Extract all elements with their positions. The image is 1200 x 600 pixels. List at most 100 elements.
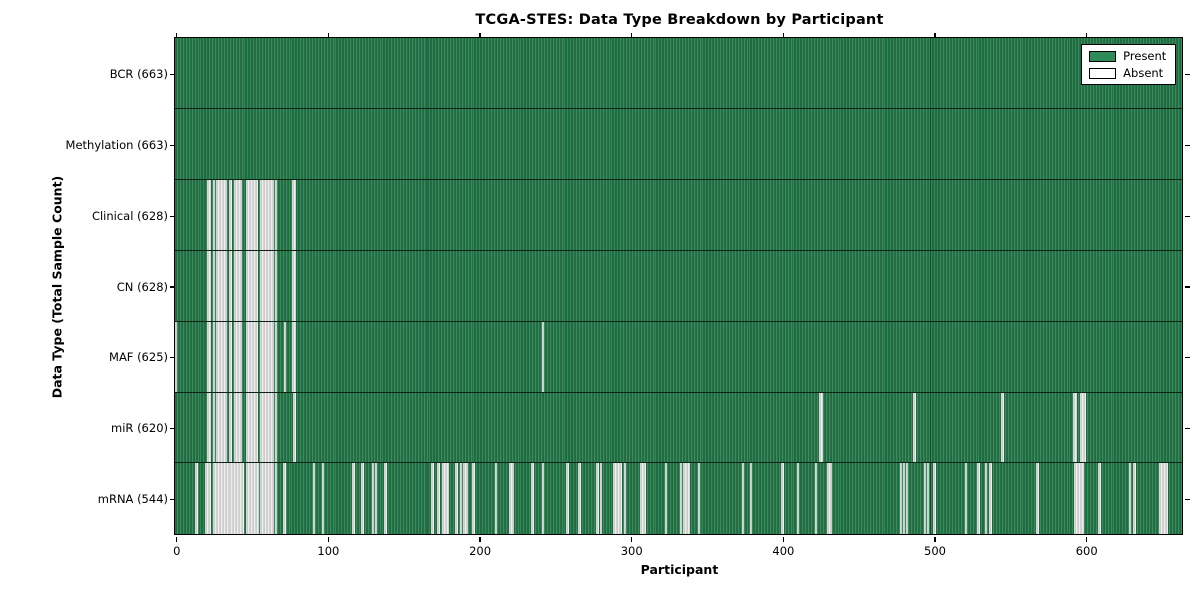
y-tick-label-methylation: Methylation (663) xyxy=(65,137,168,152)
absent-stripe xyxy=(1133,463,1136,535)
absent-stripe xyxy=(984,463,988,535)
absent-stripe xyxy=(212,392,216,463)
absent-stripe xyxy=(234,180,243,250)
y-tick-left xyxy=(169,286,175,288)
absent-stripe xyxy=(619,463,622,535)
plot-area: Present Absent xyxy=(174,37,1184,536)
row-mrna xyxy=(175,463,1183,535)
legend-label-present: Present xyxy=(1123,49,1167,64)
x-tick-top xyxy=(176,32,178,38)
x-tick-bottom xyxy=(176,536,178,542)
absent-stripe xyxy=(246,321,258,392)
absent-stripe xyxy=(246,463,260,535)
absent-stripe xyxy=(259,463,275,535)
absent-stripe xyxy=(531,463,534,535)
absent-stripe xyxy=(819,392,824,463)
absent-stripe xyxy=(361,463,364,535)
absent-stripe xyxy=(437,463,440,535)
absent-stripe xyxy=(1098,463,1101,535)
absent-stripe xyxy=(291,250,296,321)
x-tick-label-600: 600 xyxy=(1075,544,1098,558)
x-tick-bottom xyxy=(934,536,936,542)
x-tick-bottom xyxy=(1086,536,1088,542)
absent-stripe xyxy=(742,463,745,535)
row-maf xyxy=(175,321,1183,393)
row-cn xyxy=(175,250,1183,322)
absent-stripe xyxy=(508,463,514,535)
y-tick-left xyxy=(169,144,175,146)
chart-title: TCGA-STES: Data Type Breakdown by Partic… xyxy=(475,12,884,28)
row-methylation xyxy=(175,109,1183,180)
absent-stripe xyxy=(989,463,992,535)
absent-stripe xyxy=(375,463,378,535)
absent-stripe xyxy=(284,321,287,392)
absent-stripe xyxy=(229,321,232,392)
x-tick-label-100: 100 xyxy=(317,544,340,558)
absent-stripe xyxy=(215,250,228,321)
absent-stripe xyxy=(578,463,581,535)
absent-stripe xyxy=(749,463,753,535)
absent-stripe xyxy=(455,463,458,535)
absent-stripe xyxy=(616,463,619,535)
y-tick-right xyxy=(1184,428,1190,430)
absent-stripe xyxy=(259,392,275,463)
y-tick-right xyxy=(1184,286,1190,288)
absent-stripe xyxy=(352,463,355,535)
absent-stripe xyxy=(682,463,690,535)
absent-stripe xyxy=(229,392,232,463)
legend-item-present: Present xyxy=(1089,50,1166,62)
row-bcr xyxy=(175,38,1183,110)
y-tick-label-mir: miR (620) xyxy=(111,421,168,436)
y-tick-label-maf: MAF (625) xyxy=(109,350,168,365)
absent-stripe xyxy=(205,463,211,535)
absent-stripe xyxy=(1036,463,1039,535)
absent-stripe xyxy=(1165,463,1168,535)
absent-stripe xyxy=(246,250,258,321)
absent-stripe xyxy=(259,250,275,321)
y-tick-right xyxy=(1184,144,1190,146)
y-tick-label-mrna: mRNA (544) xyxy=(97,492,168,507)
absent-stripe xyxy=(1074,463,1085,535)
absent-stripe xyxy=(566,463,569,535)
absent-stripe xyxy=(826,463,833,535)
absent-stripe xyxy=(229,250,232,321)
absent-stripe xyxy=(1001,392,1004,463)
absent-stripe xyxy=(814,463,818,535)
absent-stripe xyxy=(599,463,602,535)
absent-stripe xyxy=(293,392,296,463)
absent-stripe xyxy=(175,321,178,392)
absent-stripe xyxy=(441,463,449,535)
x-tick-top xyxy=(1086,32,1088,38)
absent-stripe xyxy=(215,321,228,392)
row-mir xyxy=(175,392,1183,464)
absent-stripe xyxy=(274,180,278,250)
absent-stripe xyxy=(924,463,927,535)
absent-stripe xyxy=(206,392,211,463)
absent-stripe xyxy=(206,250,211,321)
absent-stripe xyxy=(899,463,903,535)
absent-stripe xyxy=(905,463,909,535)
x-tick-top xyxy=(479,32,481,38)
x-tick-bottom xyxy=(327,536,329,542)
y-tick-left xyxy=(169,498,175,501)
absent-stripe xyxy=(459,463,463,535)
y-tick-left xyxy=(169,357,175,359)
absent-stripe xyxy=(246,180,258,250)
x-tick-top xyxy=(327,32,329,38)
y-tick-label-cn: CN (628) xyxy=(116,279,168,294)
absent-stripe xyxy=(229,180,232,250)
legend-swatch-present-icon xyxy=(1089,50,1117,62)
absent-stripe xyxy=(1128,463,1132,535)
absent-stripe xyxy=(796,463,800,535)
absent-stripe xyxy=(321,463,325,535)
x-tick-label-0: 0 xyxy=(173,544,181,558)
absent-stripe xyxy=(964,463,968,535)
absent-stripe xyxy=(206,180,211,250)
y-tick-left xyxy=(169,215,175,217)
x-tick-bottom xyxy=(782,536,784,542)
x-tick-label-400: 400 xyxy=(772,544,795,558)
absent-stripe xyxy=(212,180,216,250)
y-tick-right xyxy=(1184,498,1190,501)
x-tick-label-200: 200 xyxy=(469,544,492,558)
